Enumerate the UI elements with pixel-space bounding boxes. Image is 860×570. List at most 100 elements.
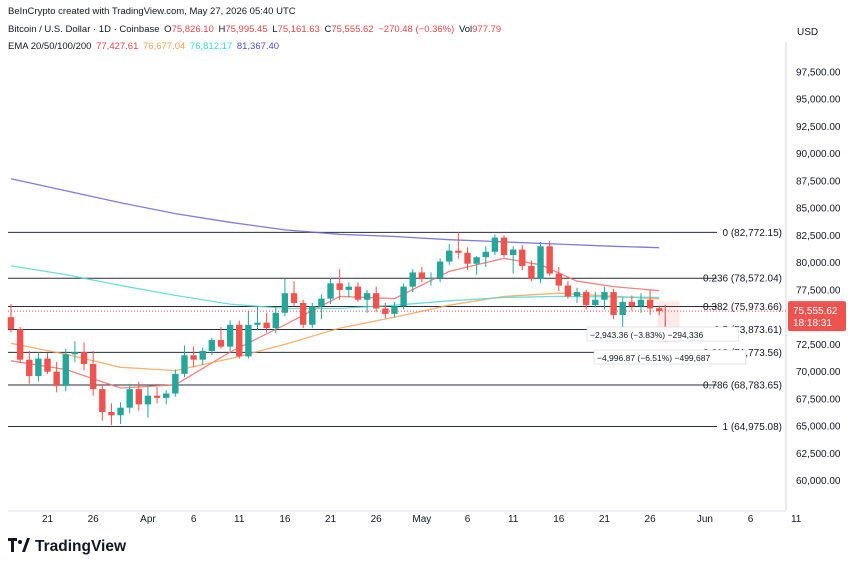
fib-level-label: 0.236 (78,572.04) — [703, 274, 782, 285]
candle-body — [436, 261, 444, 278]
open-label: O — [164, 24, 172, 35]
candle-body — [427, 277, 435, 279]
fib-level-label: 0 (82,772.15) — [723, 228, 783, 239]
y-tick-label: 72,500.00 — [796, 340, 841, 351]
candle-body — [646, 299, 654, 309]
candle-body — [44, 358, 51, 372]
x-tick-label: 21 — [599, 514, 611, 525]
candle-body — [363, 293, 371, 300]
candle-body — [71, 352, 79, 355]
candle-body — [500, 237, 508, 256]
y-tick-label: 92,500.00 — [796, 122, 841, 133]
symbol-label: Bitcoin / U.S. Dollar · 1D · Coinbase — [8, 24, 160, 35]
candle-body — [418, 272, 426, 279]
x-tick-label: 26 — [645, 514, 657, 525]
published-header: BeInCrypto created with TradingView.com,… — [8, 6, 296, 17]
candle-body — [519, 249, 526, 266]
candle-body — [345, 286, 353, 290]
candle-body — [62, 354, 69, 386]
ohlc-legend: Bitcoin / U.S. Dollar · 1D · Coinbase O7… — [8, 24, 501, 35]
ema50-line — [10, 292, 660, 372]
measure-label-2-bg — [593, 349, 747, 365]
x-tick-label: 6 — [465, 514, 471, 525]
candle-body — [16, 329, 24, 360]
y-tick-label: 85,000.00 — [796, 204, 841, 215]
candle-body — [564, 285, 572, 297]
open-value: 75,826.10 — [171, 24, 214, 35]
candle-body — [99, 389, 106, 413]
x-tick-label: Jun — [697, 514, 713, 525]
fib-level-label: 0.382 (75,973.66) — [703, 302, 782, 313]
x-tick-label: 11 — [234, 514, 245, 525]
x-tick-label: 26 — [88, 514, 100, 525]
candle-body — [226, 324, 234, 347]
candle-body — [610, 292, 617, 315]
candle-body — [236, 324, 243, 357]
measure-label-1: −2,943.36 (−3.83%) −294,336 — [590, 330, 703, 340]
change-value: −270.48 (−0.36%) — [378, 24, 455, 35]
candle-body — [318, 298, 325, 307]
candle-body — [473, 257, 480, 264]
x-tick-label: May — [412, 514, 431, 525]
y-tick-label: 70,000.00 — [796, 367, 841, 378]
x-tick-label: 21 — [325, 514, 337, 525]
candle-body — [190, 355, 197, 360]
candle-body — [309, 306, 316, 325]
candle-body — [354, 286, 362, 300]
ema100-line — [10, 265, 660, 310]
candle-body — [382, 308, 389, 314]
candle-body — [172, 373, 179, 394]
y-tick-label: 97,500.00 — [796, 67, 841, 78]
candle-body — [555, 273, 562, 286]
candle-body — [272, 312, 279, 329]
candle-body — [163, 393, 170, 398]
volume-label: Vol — [458, 24, 473, 35]
tradingview-logo-text: TradingView — [35, 538, 127, 555]
candle-body — [491, 237, 499, 252]
candle-countdown: 18:18:31 — [793, 318, 832, 329]
candle-body — [592, 299, 599, 306]
y-tick-label: 80,000.00 — [796, 258, 841, 269]
candle-body — [482, 251, 489, 258]
measure-label-1-bg — [586, 326, 740, 342]
ema200-line — [10, 178, 660, 249]
y-tick-label: 65,000.00 — [796, 422, 841, 433]
candle-body — [35, 358, 42, 377]
ema20-value: 77,427.61 — [96, 41, 139, 52]
y-tick-label: 87,500.00 — [796, 176, 841, 187]
candle-body — [409, 272, 416, 287]
volume-value: 977.79 — [472, 24, 502, 35]
tradingview-logo: TradingView — [8, 538, 126, 556]
candle-body — [153, 395, 161, 398]
candle-body — [108, 412, 115, 416]
candle-body — [53, 371, 60, 386]
x-tick-label: 11 — [508, 514, 519, 525]
current-price-value: 75,555.62 — [793, 306, 838, 317]
close-label: C — [324, 24, 332, 35]
candle-body — [573, 292, 581, 297]
candle-body — [290, 293, 298, 303]
fib-level-label: 1 (64,975.08) — [723, 422, 783, 433]
tradingview-logo-icon — [8, 538, 30, 556]
candle-body — [528, 265, 535, 279]
candle-body — [546, 246, 553, 274]
candle-body — [299, 302, 307, 325]
candle-body — [217, 340, 225, 347]
candle-body — [509, 249, 517, 256]
candle-body — [327, 283, 334, 299]
candle-body — [126, 389, 133, 408]
candle-body — [601, 292, 608, 300]
x-tick-label: 21 — [42, 514, 54, 525]
candle-body — [656, 308, 663, 312]
candle-body — [637, 299, 645, 307]
candle-body — [263, 322, 270, 329]
candle-body — [537, 246, 544, 279]
candle-body — [208, 340, 216, 351]
candle-body — [26, 359, 33, 377]
y-tick-label: 95,000.00 — [796, 95, 841, 106]
candle-body — [400, 286, 407, 307]
x-tick-label: 16 — [553, 514, 565, 525]
candle-body — [254, 322, 261, 325]
x-tick-label: 26 — [371, 514, 383, 525]
